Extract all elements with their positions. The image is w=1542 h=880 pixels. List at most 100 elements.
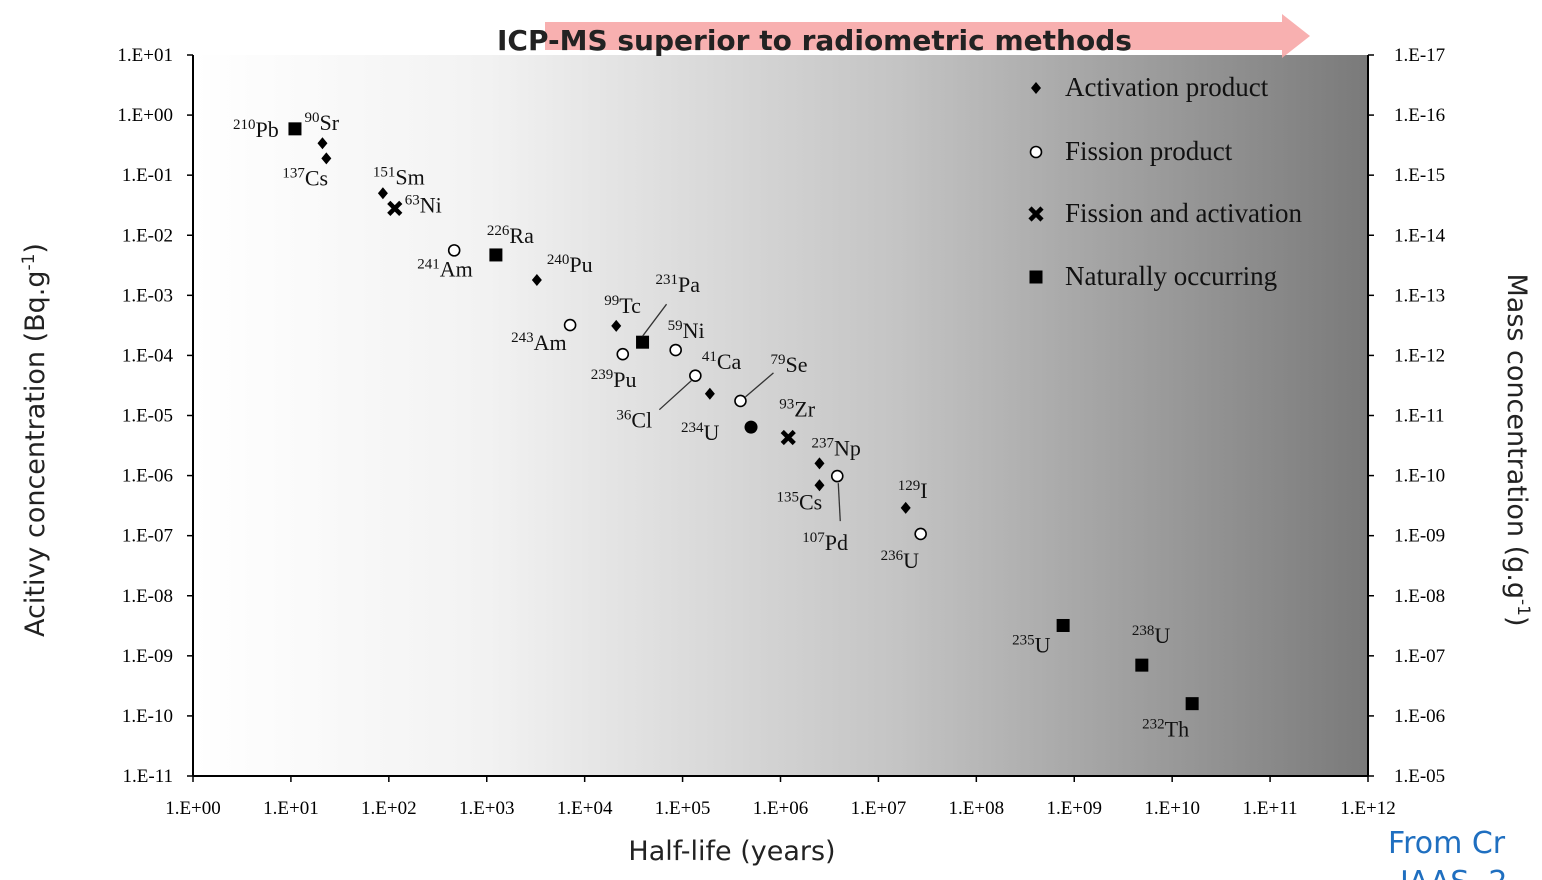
point [704, 387, 715, 400]
x-tick-label: 1.E+07 [851, 798, 907, 819]
point-label-mass: 63 [405, 192, 420, 208]
point-label-mass: 90 [304, 110, 319, 126]
leader-line [642, 303, 668, 337]
point-label-mass: 137 [282, 165, 305, 181]
x-tick-label: 1.E+02 [361, 798, 417, 819]
x-tick-label: 1.E+11 [1243, 798, 1298, 819]
point-label-mass: 243 [511, 330, 534, 346]
point-label-symbol: U [903, 548, 919, 573]
point [744, 420, 758, 434]
x-tick-label: 1.E+00 [165, 798, 221, 819]
banner-arrow [545, 14, 1310, 58]
point-label: 234U [681, 420, 720, 445]
point [1185, 697, 1199, 711]
point-label-mass: 59 [668, 318, 683, 334]
point-label-mass: 129 [898, 478, 921, 494]
point [616, 347, 630, 361]
x-tick-label: 1.E+05 [655, 798, 711, 819]
y2-tick-label: 1.E-05 [1394, 766, 1445, 787]
y2-axis-title: Mass concentration (g.g-1) [1501, 273, 1533, 626]
point [447, 244, 461, 257]
x-tick-label: 1.E+04 [557, 798, 613, 819]
marker-cross [1028, 206, 1044, 222]
point-label: 137Cs [282, 165, 328, 190]
y-tick-label: 1.E-06 [122, 466, 173, 487]
legend-label: Fission product [1065, 136, 1233, 166]
x-tick-label: 1.E+09 [1046, 798, 1102, 819]
point [1135, 658, 1149, 672]
point-label: 238U [1132, 623, 1171, 648]
point-label-symbol: Tc [619, 293, 641, 318]
x-tick-label: 1.E+06 [753, 798, 809, 819]
y-tick-label: 1.E-09 [122, 646, 173, 667]
point [914, 527, 927, 541]
y2-tick-label: 1.E-13 [1394, 285, 1445, 306]
point-label-symbol: Th [1165, 717, 1189, 742]
banner: ICP-MS superior to radiometric methods [497, 24, 1132, 57]
y2-tick-label: 1.E-09 [1394, 526, 1445, 547]
point-label: 151Sm [373, 164, 425, 189]
point-label-symbol: U [1035, 632, 1051, 657]
y-tick-label: 1.E-02 [122, 225, 173, 246]
point [377, 187, 388, 200]
point-label-symbol: Cs [305, 165, 328, 190]
point [317, 137, 328, 150]
point-label: 63Ni [405, 192, 442, 217]
point-label: 93Zr [779, 397, 815, 422]
point [387, 200, 403, 216]
point-label-mass: 236 [881, 548, 904, 564]
y-tick-label: 1.E-03 [122, 285, 173, 306]
point-label-symbol: Ra [509, 223, 534, 248]
y2-tick-label: 1.E-06 [1394, 706, 1445, 727]
y-tick-label: 1.E+00 [117, 105, 173, 126]
point-label-mass: 238 [1132, 623, 1155, 639]
point-label-mass: 232 [1142, 717, 1165, 733]
y2-axis-title-end: ) [1501, 616, 1532, 627]
point-label-mass: 231 [656, 272, 679, 288]
point-label-mass: 99 [604, 293, 619, 309]
point-label-symbol: Pu [569, 252, 592, 277]
y-axis-title: Acitivy concentration (Bq.g-1) [19, 243, 51, 637]
point-label-mass: 235 [1012, 632, 1034, 648]
y-tick-label: 1.E-11 [123, 766, 173, 787]
point [814, 457, 825, 470]
point-label: 232Th [1142, 717, 1189, 742]
point-label-symbol: Pu [613, 367, 636, 392]
point [563, 318, 577, 332]
y2-tick-label: 1.E-08 [1394, 586, 1445, 607]
x-axis-title: Half-life (years) [628, 836, 835, 867]
point-label-symbol: Np [834, 435, 861, 460]
source: JAAS, 2 [1398, 865, 1507, 880]
point-label: 237Np [811, 435, 860, 460]
y-tick-label: 1.E+01 [117, 45, 173, 66]
point-label: 99Tc [604, 293, 641, 318]
point-label-symbol: Pa [678, 272, 700, 297]
point-label-mass: 241 [417, 256, 440, 272]
marker-circle [1029, 145, 1043, 159]
point-label-symbol: Sr [319, 110, 339, 135]
point-label-symbol: Cl [631, 408, 652, 433]
point-label: 235U [1012, 632, 1050, 657]
y-tick-label: 1.E-10 [122, 706, 173, 727]
marker-square [1029, 270, 1043, 284]
point [321, 152, 332, 165]
legend-label: Activation product [1065, 72, 1269, 102]
point-label-mass: 36 [616, 408, 632, 424]
plot-background [193, 55, 1368, 776]
point-label-mass: 107 [802, 530, 825, 546]
point-label-symbol: Pb [255, 117, 278, 142]
point-label: 41Ca [702, 349, 742, 374]
point-label-symbol: I [920, 478, 927, 503]
y-tick-label: 1.E-05 [122, 406, 173, 427]
y2-tick-label: 1.E-10 [1394, 466, 1445, 487]
point-label-mass: 79 [770, 352, 785, 368]
point-label-symbol: Se [785, 352, 807, 377]
point-label-symbol: Pd [825, 530, 848, 555]
point [689, 369, 702, 382]
y2-tick-label: 1.E-17 [1394, 45, 1445, 66]
y2-axis-title-text: Mass concentration (g.g [1501, 273, 1532, 599]
point-label: 59Ni [668, 318, 705, 343]
point-label: 129I [898, 478, 928, 503]
point-label: 226Ra [487, 223, 534, 248]
